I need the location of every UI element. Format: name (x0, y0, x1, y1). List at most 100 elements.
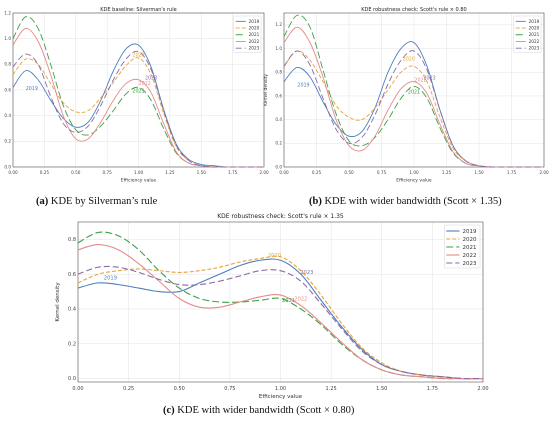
y-axis-label: Kernel density (263, 74, 269, 106)
annotation-2019: 2019 (26, 86, 38, 92)
chart-title: KDE robustness check: Scott's rule × 1.3… (217, 213, 344, 220)
x-tick-label: 2.00 (539, 170, 549, 175)
annotation-2022: 2022 (414, 78, 426, 84)
y-tick-label: 0.6 (68, 272, 76, 278)
chart-c: 0.00 0.25 0.50 0.75 1.00 1.25 1.50 1.75 2.00 0.0 0… (55, 213, 489, 400)
caption-c-letter: (c) (163, 405, 175, 416)
y-tick-label: 1.0 (275, 46, 282, 51)
x-tick-label: 1.50 (376, 386, 387, 392)
legend-label-2021: 2021 (463, 245, 477, 251)
chart-title: KDE baseline: Silverman's rule (100, 7, 176, 13)
x-axis-label: Efficiency value (259, 394, 303, 400)
legend-label-2022: 2022 (463, 253, 477, 259)
series-line-2023 (77, 265, 484, 380)
x-tick-label: 0.75 (377, 170, 387, 175)
y-tick-label: 0.2 (4, 139, 11, 144)
legend-label-2020: 2020 (529, 25, 540, 30)
annotation-2023: 2023 (423, 75, 435, 81)
y-tick-label: 1.2 (275, 22, 282, 27)
x-tick-label: 1.75 (228, 170, 238, 175)
chart-b: 0.00 0.25 0.50 0.75 1.00 1.25 1.50 1.75 2.00 0.0 0… (263, 7, 549, 183)
y-tick-label: 1.2 (4, 10, 11, 15)
legend-label-2023: 2023 (463, 261, 477, 267)
legend-label-2019: 2019 (249, 19, 260, 24)
y-tick-label: 0.4 (68, 307, 76, 313)
x-tick-label: 1.00 (134, 170, 144, 175)
x-axis-label: Efficiency value (121, 177, 157, 183)
series-line-2022 (77, 244, 483, 380)
series-line-2021 (77, 231, 483, 380)
y-tick-label: 0.6 (275, 93, 282, 98)
x-tick-label: 1.50 (197, 170, 207, 175)
legend-box (513, 15, 542, 53)
x-tick-label: 1.25 (326, 386, 337, 392)
annotation-2021: 2021 (282, 298, 295, 304)
legend-label-2021: 2021 (249, 32, 260, 37)
x-tick-label: 0.00 (279, 170, 289, 175)
x-tick-label: 0.00 (8, 170, 18, 175)
legend-box (444, 224, 481, 269)
plot-frame (77, 221, 484, 383)
legend-label-2021: 2021 (529, 32, 540, 37)
x-tick-label: 1.25 (165, 170, 175, 175)
legend-label-2022: 2022 (529, 39, 540, 44)
annotation-2020: 2020 (132, 53, 144, 59)
x-tick-label: 1.75 (507, 170, 517, 175)
caption-c-text: KDE with wider bandwidth (Scott × 0.80) (177, 405, 355, 416)
chart-title: KDE robustness check: Scott's rule × 0.8… (361, 7, 466, 13)
plot-frame (12, 12, 265, 168)
y-tick-label: 0.2 (275, 141, 282, 146)
plot-frame (283, 12, 545, 168)
x-tick-label: 1.00 (275, 386, 286, 392)
x-tick-label: 0.50 (71, 170, 81, 175)
legend-label-2023: 2023 (529, 46, 540, 51)
x-axis-label: Efficiency value (396, 177, 432, 183)
y-tick-label: 0.4 (4, 113, 11, 118)
caption-a: (a) KDE by Silverman’s rule (36, 196, 157, 207)
x-tick-label: 2.00 (259, 170, 269, 175)
y-tick-label: 0.8 (275, 70, 282, 75)
x-tick-label: 1.00 (409, 170, 419, 175)
legend-label-2020: 2020 (249, 25, 260, 30)
annotation-2021: 2021 (408, 90, 420, 96)
caption-c: (c) KDE with wider bandwidth (Scott × 0.… (163, 405, 354, 416)
y-tick-label: 1.0 (4, 36, 11, 41)
y-tick-label: 0.8 (68, 237, 76, 243)
chart-a: 0.00 0.25 0.50 0.75 1.00 1.25 1.50 1.75 2.00 0.0 0… (4, 7, 269, 183)
x-tick-label: 2.00 (477, 386, 488, 392)
x-tick-label: 0.50 (174, 386, 185, 392)
series-line-2020 (12, 57, 264, 168)
legend-label-2023: 2023 (249, 46, 260, 51)
caption-a-text: KDE by Silverman’s rule (50, 196, 158, 207)
y-tick-label: 0.2 (68, 341, 76, 347)
annotation-2020: 2020 (268, 253, 281, 259)
annotation-2022: 2022 (139, 81, 151, 87)
x-tick-label: 0.00 (72, 386, 83, 392)
y-axis-label: Kernel density (55, 282, 61, 322)
series-line-2023 (12, 50, 264, 168)
annotation-2021: 2021 (132, 89, 144, 95)
y-tick-label: 0.0 (4, 164, 11, 169)
y-tick-label: 0.4 (275, 117, 282, 122)
legend-label-2022: 2022 (249, 39, 260, 44)
x-tick-label: 0.75 (102, 170, 112, 175)
legend-label-2020: 2020 (463, 237, 477, 243)
x-tick-label: 0.25 (123, 386, 134, 392)
caption-b: (b) KDE with wider bandwidth (Scott × 1.… (309, 196, 502, 207)
y-tick-label: 0.8 (4, 62, 11, 67)
y-tick-label: 0.0 (68, 376, 76, 382)
x-tick-label: 1.75 (427, 386, 438, 392)
x-tick-label: 1.50 (474, 170, 484, 175)
annotation-2020: 2020 (403, 56, 415, 62)
y-tick-label: 0.6 (4, 87, 11, 92)
caption-a-letter: (a) (36, 196, 49, 207)
caption-b-text: KDE with wider bandwidth (Scott × 1.35) (324, 196, 502, 207)
annotation-2019: 2019 (297, 82, 309, 88)
x-tick-label: 0.50 (344, 170, 354, 175)
x-tick-label: 0.75 (224, 386, 235, 392)
legend-box (233, 15, 262, 53)
annotation-2023: 2023 (300, 270, 313, 276)
series-line-2023 (283, 50, 544, 168)
y-tick-label: 0.0 (275, 164, 282, 169)
